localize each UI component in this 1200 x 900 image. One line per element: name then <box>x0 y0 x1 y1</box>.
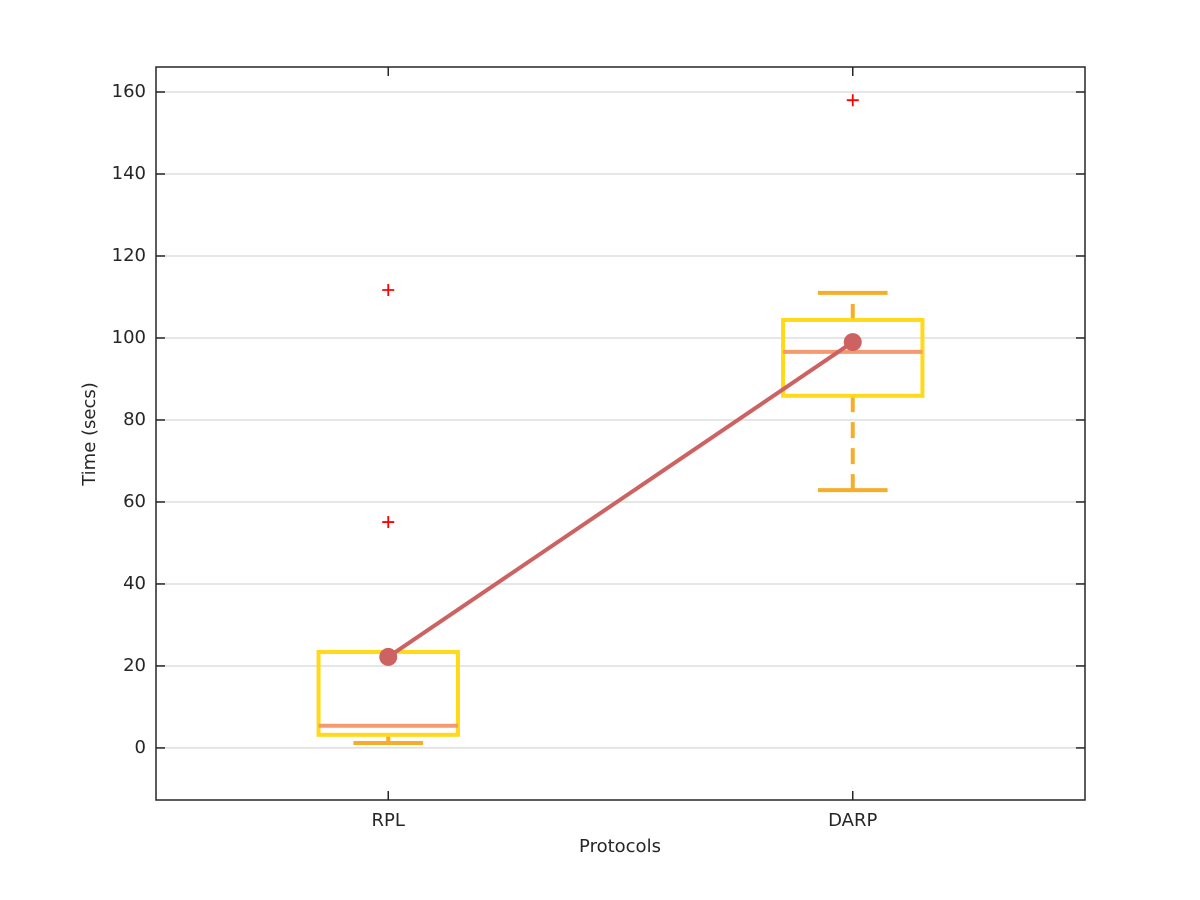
outlier <box>846 94 859 107</box>
y-tick-label: 0 <box>135 737 146 758</box>
x-tick-label: RPL <box>372 810 405 831</box>
y-tick-label: 20 <box>123 655 146 676</box>
x-tick-label: DARP <box>828 810 877 831</box>
y-tick-label: 100 <box>112 327 146 348</box>
y-tick-label: 140 <box>112 163 146 184</box>
y-tick-label: 120 <box>112 245 146 266</box>
x-axis-label: Protocols <box>579 836 661 857</box>
outlier <box>382 516 395 529</box>
y-tick-label: 80 <box>123 409 146 430</box>
plot-frame <box>155 66 1086 801</box>
mean-point <box>379 647 398 666</box>
y-axis-label: Time (secs) <box>79 382 100 487</box>
y-tick-label: 160 <box>112 81 146 102</box>
y-tick-label: 60 <box>123 491 146 512</box>
box <box>781 317 925 398</box>
y-tick-label: 40 <box>123 573 146 594</box>
mean-point <box>843 333 862 352</box>
outlier <box>382 284 395 297</box>
mean-line <box>387 340 854 659</box>
